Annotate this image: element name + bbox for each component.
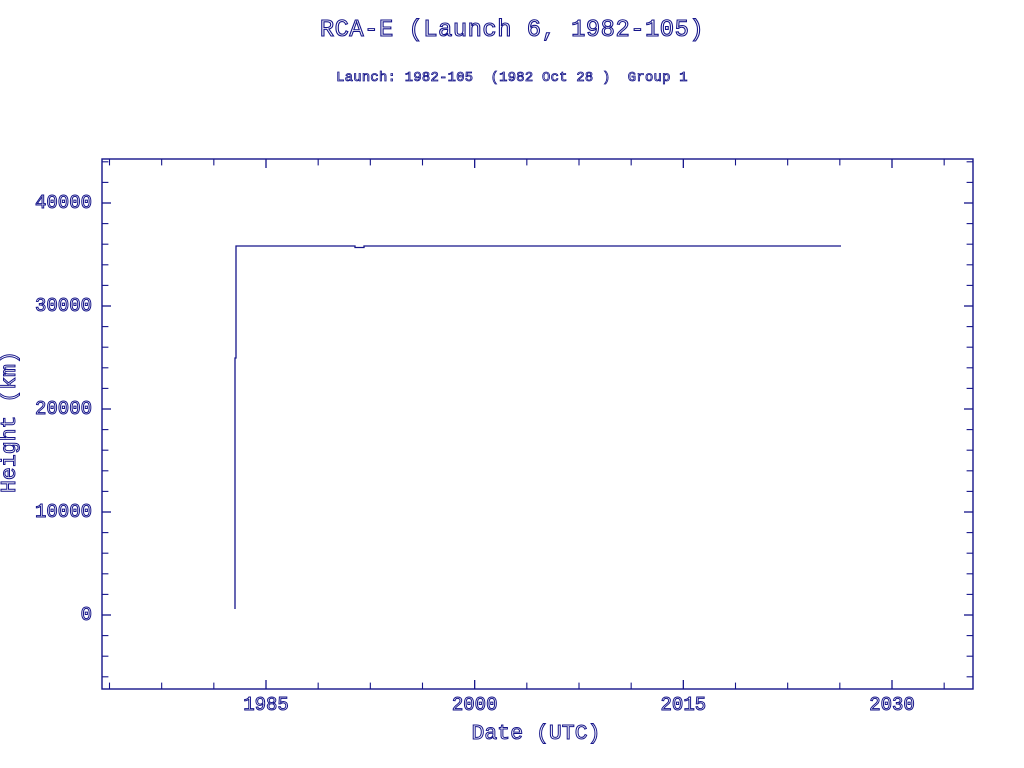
svg-text:40000: 40000 xyxy=(35,192,92,214)
svg-text:30000: 30000 xyxy=(35,295,92,317)
svg-text:Date (UTC): Date (UTC) xyxy=(471,722,600,746)
svg-text:1985: 1985 xyxy=(243,694,289,716)
svg-text:10000: 10000 xyxy=(35,501,92,523)
svg-text:Height (km): Height (km) xyxy=(0,351,22,493)
svg-text:2015: 2015 xyxy=(661,694,707,716)
svg-text:20000: 20000 xyxy=(35,398,92,420)
svg-text:0: 0 xyxy=(81,604,92,626)
svg-text:2000: 2000 xyxy=(452,694,498,716)
svg-text:2030: 2030 xyxy=(869,694,915,716)
